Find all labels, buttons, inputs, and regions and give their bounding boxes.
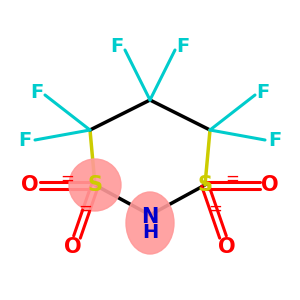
Text: F: F [110,37,124,56]
Text: =: = [61,170,74,188]
Text: F: F [30,83,44,103]
Text: S: S [88,175,103,195]
Text: =: = [208,200,222,218]
Text: F: F [268,130,282,149]
Text: F: F [256,83,270,103]
Text: O: O [218,237,236,257]
Text: F: F [18,130,32,149]
Text: O: O [64,237,82,257]
Text: =: = [78,200,92,218]
Text: S: S [197,175,212,195]
Text: H: H [142,223,158,242]
Ellipse shape [126,192,174,254]
Ellipse shape [69,159,121,211]
Text: N: N [141,207,159,227]
Text: O: O [261,175,279,195]
Text: O: O [21,175,39,195]
Text: F: F [176,37,190,56]
Text: =: = [226,170,239,188]
